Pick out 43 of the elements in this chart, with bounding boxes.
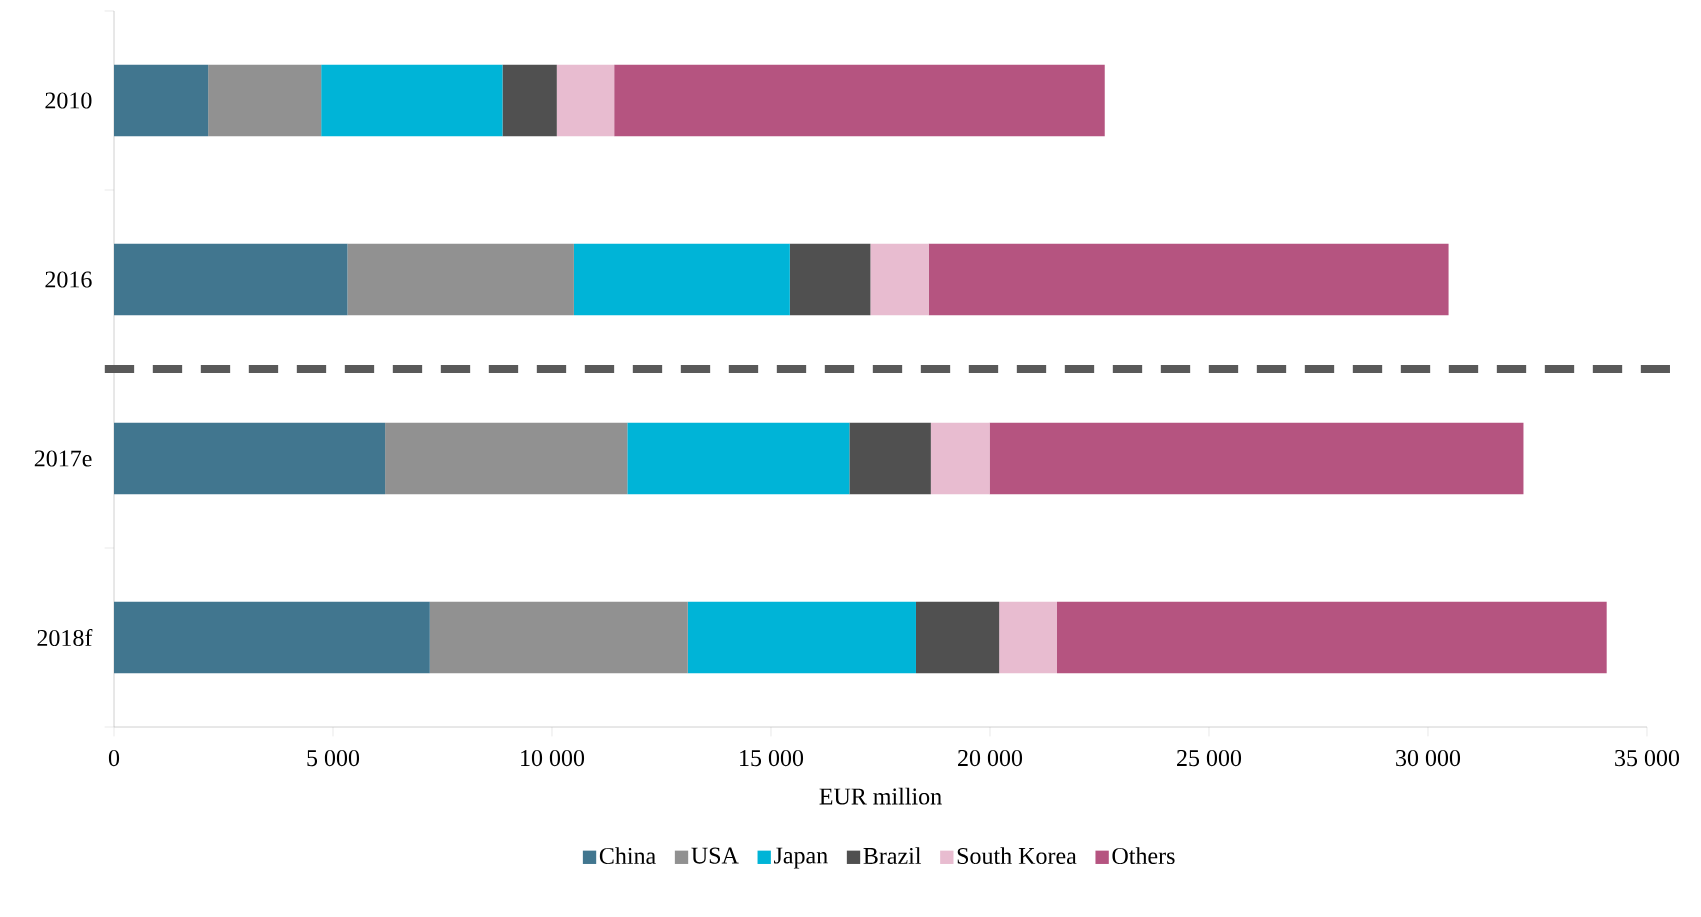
legend-label: USA <box>691 847 739 864</box>
bar <box>930 422 990 495</box>
bar <box>573 243 790 316</box>
bar <box>789 243 871 316</box>
bar <box>849 422 931 495</box>
bar <box>627 422 850 495</box>
x-tick-label: 5 000 <box>307 749 360 767</box>
bar <box>1057 601 1607 674</box>
bar <box>989 422 1524 495</box>
legend-label: South Korea <box>957 847 1077 865</box>
bar <box>114 422 386 495</box>
x-tick-label: 30 000 <box>1396 749 1461 767</box>
x-tick-label: 35 000 <box>1615 749 1680 767</box>
y-tick-label: 2016 <box>45 271 92 288</box>
bar <box>114 601 430 674</box>
legend-label: Japan <box>774 847 828 869</box>
bar <box>114 243 348 316</box>
bar <box>915 601 1000 674</box>
y-tick-label: 2018f <box>37 628 93 647</box>
x-tick-label: 10 000 <box>521 749 585 767</box>
bar <box>429 601 688 674</box>
legend-label: Brazil <box>863 847 922 865</box>
legend-label: China <box>599 847 656 865</box>
bar <box>556 64 615 137</box>
bar <box>321 64 503 137</box>
bar <box>114 64 209 137</box>
y-tick-label: 2010 <box>45 92 92 109</box>
bar <box>928 243 1449 316</box>
y-tick-label: 2017e <box>34 450 92 467</box>
legend-label: Others <box>1112 847 1175 865</box>
x-tick-label: 0 <box>108 749 120 767</box>
bar <box>385 422 628 495</box>
bar <box>999 601 1057 674</box>
x-tick-label: 25 000 <box>1177 749 1242 767</box>
bar <box>208 64 322 137</box>
bar <box>687 601 916 674</box>
bar <box>502 64 557 137</box>
bar <box>614 64 1105 137</box>
x-tick-label: 20 000 <box>958 749 1023 767</box>
x-axis-title: EUR million <box>819 787 942 805</box>
bar <box>870 243 929 316</box>
x-tick-label: 15 000 <box>740 749 804 767</box>
bar <box>347 243 574 316</box>
